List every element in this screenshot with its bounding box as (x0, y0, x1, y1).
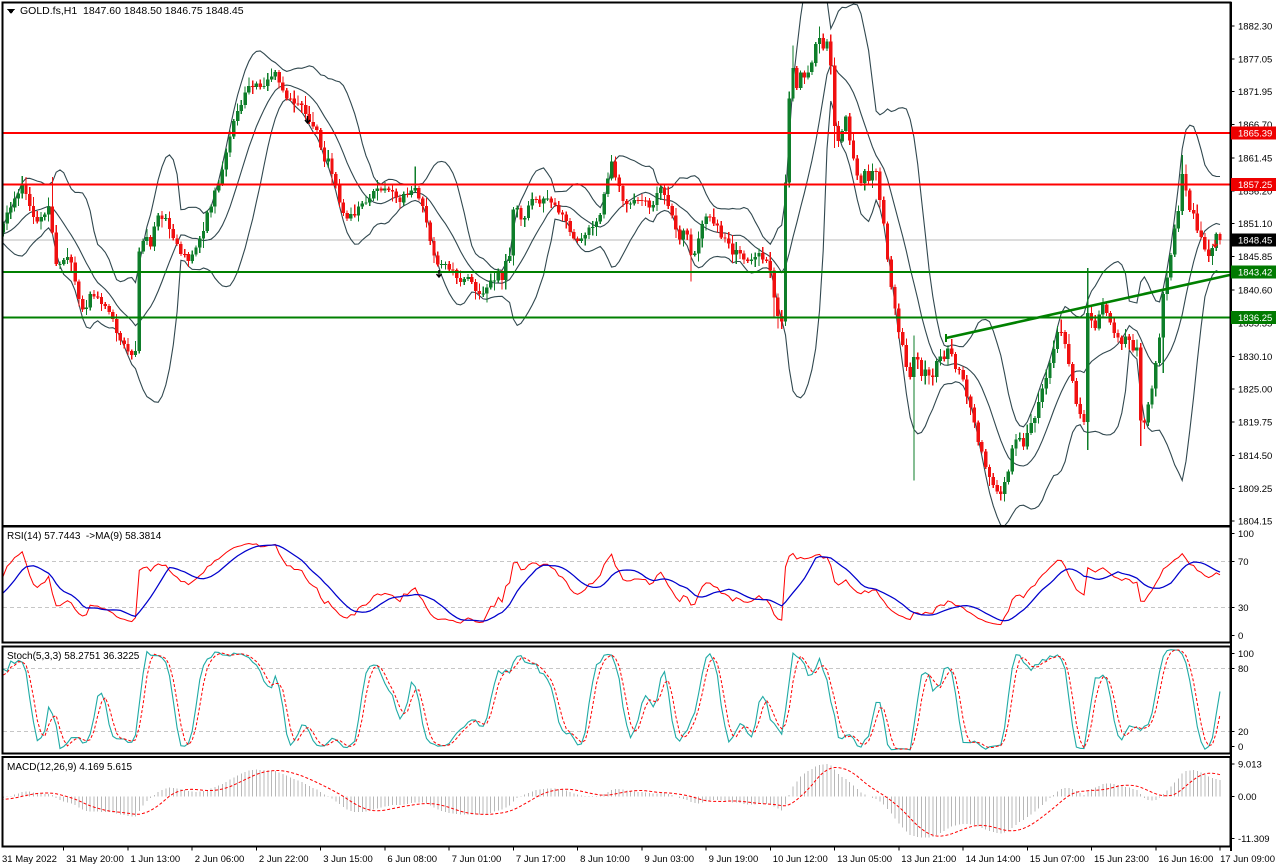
svg-text:13 Jun 05:00: 13 Jun 05:00 (837, 854, 892, 865)
svg-text:1843.42: 1843.42 (1238, 268, 1272, 279)
svg-text:7 Jun 17:00: 7 Jun 17:00 (516, 854, 566, 865)
svg-text:2 Jun 22:00: 2 Jun 22:00 (259, 854, 309, 865)
svg-text:0: 0 (1238, 742, 1243, 753)
svg-text:0: 0 (1238, 631, 1243, 642)
svg-text:2 Jun 06:00: 2 Jun 06:00 (195, 854, 245, 865)
svg-text:100: 100 (1238, 529, 1254, 540)
svg-text:1836.25: 1836.25 (1238, 313, 1272, 324)
svg-text:6 Jun 08:00: 6 Jun 08:00 (387, 854, 437, 865)
svg-text:1856.20: 1856.20 (1238, 187, 1272, 198)
svg-text:30: 30 (1238, 603, 1249, 614)
svg-text:3 Jun 15:00: 3 Jun 15:00 (323, 854, 373, 865)
svg-text:1845.85: 1845.85 (1238, 252, 1272, 263)
svg-text:1814.50: 1814.50 (1238, 451, 1272, 462)
svg-text:31 May 20:00: 31 May 20:00 (66, 854, 124, 865)
svg-text:70: 70 (1238, 557, 1249, 568)
svg-text:7 Jun 01:00: 7 Jun 01:00 (452, 854, 502, 865)
svg-text:80: 80 (1238, 664, 1249, 675)
svg-text:MACD(12,26,9) 4.169 5.615: MACD(12,26,9) 4.169 5.615 (7, 762, 133, 773)
svg-text:-11.309: -11.309 (1238, 834, 1270, 845)
svg-text:1830.10: 1830.10 (1238, 352, 1272, 363)
svg-text:1819.75: 1819.75 (1238, 418, 1272, 429)
svg-text:1861.45: 1861.45 (1238, 153, 1272, 164)
svg-text:Stoch(5,3,3) 58.2751 36.3225: Stoch(5,3,3) 58.2751 36.3225 (7, 651, 140, 662)
svg-text:1866.70: 1866.70 (1238, 120, 1272, 131)
svg-text:9 Jun 19:00: 9 Jun 19:00 (709, 854, 759, 865)
svg-text:1840.60: 1840.60 (1238, 286, 1272, 297)
svg-text:14 Jun 14:00: 14 Jun 14:00 (966, 854, 1021, 865)
svg-text:20: 20 (1238, 727, 1249, 738)
svg-text:0.00: 0.00 (1238, 792, 1257, 803)
svg-text:1 Jun 13:00: 1 Jun 13:00 (131, 854, 181, 865)
svg-text:GOLD.fs,H1 1847.60 1848.50 18: GOLD.fs,H1 1847.60 1848.50 1846.75 1848.… (20, 5, 244, 17)
svg-text:1877.05: 1877.05 (1238, 55, 1272, 66)
svg-text:8 Jun 10:00: 8 Jun 10:00 (580, 854, 630, 865)
svg-text:100: 100 (1238, 649, 1254, 660)
svg-text:1882.30: 1882.30 (1238, 21, 1272, 32)
svg-text:1857.25: 1857.25 (1238, 180, 1272, 191)
svg-text:15 Jun 23:00: 15 Jun 23:00 (1094, 854, 1149, 865)
svg-text:13 Jun 21:00: 13 Jun 21:00 (901, 854, 956, 865)
svg-text:9 Jun 03:00: 9 Jun 03:00 (644, 854, 694, 865)
svg-text:16 Jun 16:00: 16 Jun 16:00 (1158, 854, 1213, 865)
svg-text:17 Jun 09:00: 17 Jun 09:00 (1220, 854, 1275, 865)
svg-text:1865.39: 1865.39 (1238, 128, 1272, 139)
svg-text:1804.15: 1804.15 (1238, 516, 1272, 527)
svg-text:1825.00: 1825.00 (1238, 384, 1272, 395)
svg-text:1809.25: 1809.25 (1238, 484, 1272, 495)
svg-text:1871.95: 1871.95 (1238, 87, 1272, 98)
svg-text:RSI(14) 57.7443 ->MA(9) 58.38: RSI(14) 57.7443 ->MA(9) 58.3814 (7, 531, 162, 542)
svg-text:10 Jun 12:00: 10 Jun 12:00 (773, 854, 828, 865)
svg-text:31 May 2022: 31 May 2022 (2, 854, 57, 865)
svg-text:15 Jun 07:00: 15 Jun 07:00 (1030, 854, 1085, 865)
svg-text:1851.10: 1851.10 (1238, 219, 1272, 230)
svg-text:1835.35: 1835.35 (1238, 319, 1272, 330)
svg-text:1848.45: 1848.45 (1238, 236, 1272, 247)
svg-text:9.013: 9.013 (1238, 760, 1262, 771)
